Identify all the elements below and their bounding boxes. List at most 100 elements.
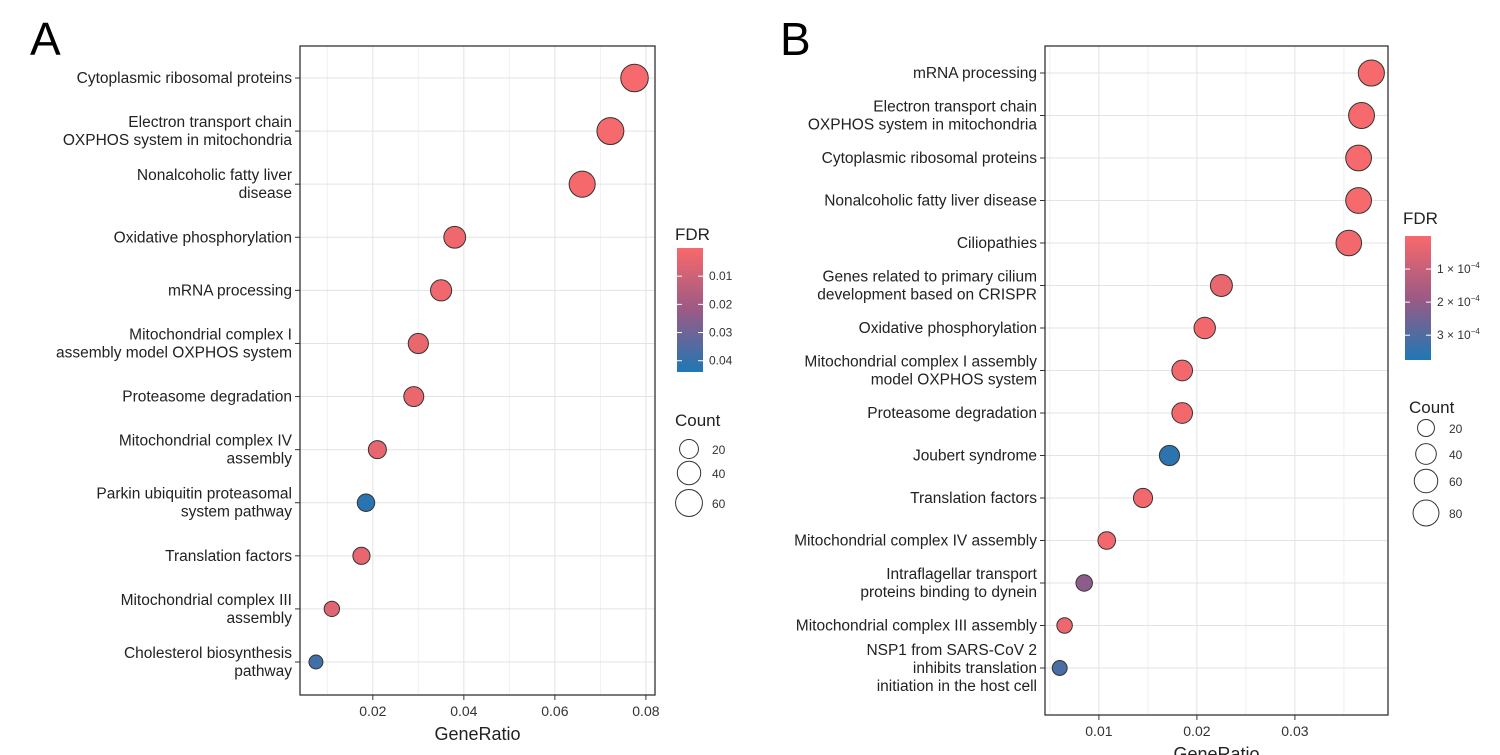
data-point (323, 600, 341, 618)
data-point (1345, 187, 1372, 214)
category-label: Cytoplasmic ribosomal proteins (77, 70, 293, 87)
data-point (1357, 59, 1385, 87)
data-point (443, 225, 467, 249)
fdr-tick-label: 2 × 10−4 (1437, 294, 1480, 309)
count-legend-circle (1417, 419, 1435, 437)
data-point (1056, 617, 1073, 634)
x-tick-label: 0.04 (450, 703, 477, 719)
category-label: Oxidative phosphorylation (859, 320, 1037, 337)
data-point (596, 117, 625, 146)
category-label: Translation factors (165, 548, 292, 565)
category-label: system pathway (181, 504, 292, 521)
x-tick-label: 0.02 (359, 703, 386, 719)
category-label: Oxidative phosphorylation (114, 229, 292, 246)
category-label: Mitochondrial complex III (121, 592, 292, 609)
category-label: Mitochondrial complex III assembly (796, 618, 1037, 635)
count-legend-label: 20 (712, 443, 726, 457)
fdr-tick-label: 0.03 (709, 326, 733, 340)
fdr-tick-label: 0.04 (709, 354, 733, 368)
x-tick-label: 0.08 (632, 703, 659, 719)
category-label: Mitochondrial complex I assembly (804, 354, 1037, 371)
category-label: Mitochondrial complex IV assembly (794, 533, 1037, 550)
count-legend-label: 40 (1449, 448, 1463, 462)
category-label: Proteasome degradation (122, 389, 292, 406)
fdr-colorbar (1405, 236, 1431, 360)
data-point (1171, 402, 1194, 424)
category-label: Mitochondrial complex IV (119, 433, 293, 450)
category-label: NSP1 from SARS-CoV 2 (866, 642, 1037, 659)
category-label: Mitochondrial complex I (129, 326, 292, 343)
count-legend-title: Count (1409, 398, 1455, 417)
count-legend-label: 60 (712, 497, 726, 511)
data-point (430, 279, 453, 302)
panel-letter: B (780, 13, 811, 65)
category-label: model OXPHOS system (871, 372, 1037, 389)
category-label: Genes related to primary cilium (823, 269, 1038, 286)
x-tick-label: 0.03 (1281, 723, 1308, 739)
data-point (308, 654, 324, 670)
data-point (620, 63, 649, 93)
category-label: assembly (227, 610, 293, 627)
fdr-tick-label: 1 × 10−4 (1437, 261, 1480, 276)
category-label: Nonalcoholic fatty liver disease (824, 193, 1037, 210)
data-point (1158, 444, 1181, 467)
data-point (1097, 531, 1117, 550)
count-legend-circle (676, 460, 702, 486)
category-label: disease (239, 185, 292, 202)
count-legend-circle (1413, 468, 1439, 494)
data-point (1335, 229, 1363, 257)
category-label: initiation in the host cell (877, 678, 1037, 695)
count-legend-circle (1412, 499, 1440, 527)
count-legend-title: Count (675, 411, 721, 430)
x-axis-title: GeneRatio (434, 724, 520, 744)
category-label: mRNA processing (168, 282, 292, 299)
plot-frame (1044, 45, 1389, 716)
category-label: Proteasome degradation (867, 405, 1037, 422)
fdr-legend-title: FDR (1403, 209, 1438, 228)
category-label: Intraflagellar transport (886, 566, 1037, 583)
category-label: Translation factors (910, 490, 1037, 507)
category-label: Nonalcoholic fatty liver (137, 167, 292, 184)
category-label: Parkin ubiquitin proteasomal (96, 486, 292, 503)
data-point (1075, 574, 1093, 592)
data-point (356, 493, 376, 512)
plot-area (1045, 46, 1388, 715)
fdr-tick-label: 3 × 10−4 (1437, 327, 1480, 342)
data-point (1193, 316, 1216, 340)
data-point (1345, 144, 1372, 172)
data-point (407, 332, 429, 355)
count-legend-label: 60 (1449, 475, 1463, 489)
x-tick-label: 0.06 (541, 703, 568, 719)
data-point (1132, 487, 1154, 509)
category-label: Cytoplasmic ribosomal proteins (822, 150, 1038, 167)
category-label: assembly model OXPHOS system (56, 344, 292, 361)
x-tick-label: 0.02 (1183, 723, 1210, 739)
count-legend-circle (675, 489, 703, 517)
data-point (403, 386, 425, 408)
category-label: Electron transport chain (128, 114, 292, 131)
data-point (568, 170, 596, 198)
category-label: Electron transport chain (873, 99, 1037, 116)
plot-area (300, 46, 655, 695)
data-point (1171, 359, 1194, 382)
category-label: Ciliopathies (957, 235, 1037, 252)
fdr-colorbar (677, 248, 703, 372)
count-legend-circle (1415, 443, 1437, 465)
plot-frame (299, 45, 656, 696)
category-label: pathway (234, 663, 292, 680)
data-point (1209, 274, 1233, 297)
category-label: proteins binding to dynein (860, 584, 1037, 601)
fdr-tick-label: 0.01 (709, 269, 733, 283)
category-label: Cholesterol biosynthesis (124, 645, 292, 662)
count-legend-label: 40 (712, 467, 726, 481)
category-label: Joubert syndrome (913, 448, 1037, 465)
x-axis-title: GeneRatio (1173, 744, 1259, 755)
count-legend-circle (679, 439, 699, 459)
panel-letter: A (30, 13, 61, 65)
data-point (367, 440, 387, 460)
fdr-tick-label: 0.02 (709, 297, 733, 311)
data-point (352, 546, 371, 565)
x-tick-label: 0.01 (1085, 723, 1112, 739)
